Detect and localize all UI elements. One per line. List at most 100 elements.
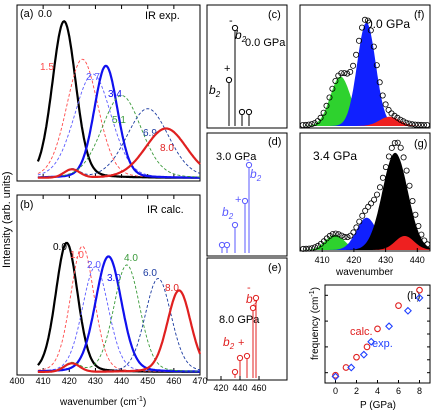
g-c-peak-sign-1: - — [229, 15, 233, 27]
g-c-stick-cap-2 — [238, 108, 246, 116]
panel-b-plot: 400 410 420 430 440 450 460 470 0.01.02.0 3.04.0 6… — [9, 195, 208, 386]
g-f-datapoint — [406, 120, 413, 127]
g-f-datapoint — [364, 17, 371, 24]
g-h-calc-point-2 — [353, 353, 360, 361]
panel-g-plot: 410 420 430 440 — [300, 139, 431, 265]
panel-c-pressure: 0.0 GPa — [245, 37, 286, 49]
panel-f-frame — [299, 4, 431, 129]
g-f-datapoint — [317, 114, 324, 121]
panel-h-xlabel: P (GPa) — [360, 400, 396, 411]
g-g-datapoint — [356, 218, 363, 225]
g-b-series-6.0 — [37, 278, 201, 373]
g-e-peak-sign-0: + — [238, 337, 244, 349]
g-f-datapoint — [423, 122, 430, 129]
g-h-exp-point-2 — [359, 350, 368, 359]
g-g-datapoint — [300, 245, 307, 252]
g-h-exp-point-1 — [347, 363, 356, 372]
g-e-xtick-label-2: 460 — [251, 383, 266, 393]
g-f-datapoint — [320, 109, 327, 116]
panel-b-frame — [16, 194, 201, 376]
g-f-component-0 — [300, 76, 430, 126]
g-g-datapoint — [379, 174, 386, 181]
g-f-datapoint — [379, 92, 386, 99]
g-d-stick-cap-0 — [218, 241, 226, 249]
g-f-datapoint — [311, 120, 318, 127]
g-d-peak-sign-1: - — [246, 154, 250, 166]
panel-g-label: (g) — [414, 138, 427, 150]
g-e-stick-cap-1 — [236, 354, 244, 362]
g-c-stick-cap-1 — [231, 24, 239, 32]
g-g-datapoint — [415, 222, 422, 229]
g-h-exp-point-3 — [367, 337, 376, 346]
g-f-datapoint — [305, 121, 312, 128]
g-f-datapoint — [373, 62, 380, 69]
panel-b-title: IR calc. — [147, 204, 184, 216]
panel-c-plot: b2+b2- — [209, 15, 253, 126]
g-a-series-label-3.4: 3.4 — [108, 89, 122, 100]
g-c-peak-label-sub-1: 2 — [241, 35, 247, 44]
g-d-peak-label-sub-0: 2 — [228, 212, 234, 221]
g-b-series-label-8.0: 8.0 — [165, 283, 179, 294]
g-f-datapoint — [370, 43, 377, 50]
g-g-datapoint — [311, 244, 318, 251]
g-f-datapoint — [344, 70, 351, 77]
g-f-component-2 — [300, 116, 430, 126]
g-f-datapoint — [308, 121, 315, 128]
g-g-datapoint — [359, 212, 366, 219]
g-f-datapoint — [400, 118, 407, 125]
g-f-datapoint — [394, 114, 401, 121]
g-f-datapoint — [403, 119, 410, 126]
panel-d-label: (d) — [268, 136, 281, 148]
g-b-series-label-6.0: 6.0 — [143, 268, 157, 279]
panel-d-frame — [206, 132, 288, 257]
panel-f-plot — [299, 16, 430, 129]
panel-f-label: (f) — [414, 9, 424, 21]
g-f-component-1 — [300, 22, 430, 127]
panel-h-ylabel: frequency (cm-1) — [309, 287, 321, 360]
panel-d-plot: b2+b2- — [218, 154, 262, 253]
panel-f-pressure: 0.0 GPa — [366, 17, 410, 31]
g-a-series-label-8.0: 8.0 — [160, 143, 174, 154]
panel-h-legend-calc: calc. — [350, 326, 373, 338]
g-a-series-label-1.5: 1.5 — [40, 62, 54, 73]
g-b-series-8.0 — [37, 289, 202, 373]
g-g-datapoint — [400, 154, 407, 161]
g-g-datapoint — [403, 167, 410, 174]
g-g-datapoint — [373, 191, 380, 198]
g-d-stick-cap-1 — [223, 241, 231, 249]
g-g-datapoint — [362, 207, 369, 214]
g-g-datapoint — [421, 237, 428, 244]
g-c-peak-sign-0: + — [224, 63, 230, 75]
g-a-series-3.4 — [37, 64, 200, 179]
g-g-datapoint — [406, 182, 413, 189]
g-b-series-3.0 — [37, 255, 200, 373]
g-g-datapoint — [424, 241, 431, 248]
g-d-stick-cap-4 — [245, 161, 253, 169]
panel-a-label: (a) — [20, 8, 33, 20]
g-b-series-1.0 — [37, 245, 200, 373]
g-a-series-2.7 — [37, 73, 200, 178]
g-d-peak-label-1: b2 — [250, 167, 262, 183]
g-e-peak-label-0: b2 — [223, 335, 235, 351]
g-g-datapoint — [394, 139, 401, 146]
g-g-component-1 — [300, 217, 430, 250]
g-f-datapoint — [412, 121, 419, 128]
g-f-datapoint — [302, 121, 309, 128]
g-h-calc-point-5 — [395, 302, 402, 309]
g-d-peak-sign-0: + — [235, 194, 241, 206]
panel-a-plot: 0.0 1.5 2.7 3.4 5.1 6.98.0 — [16, 5, 201, 179]
g-g-datapoint — [332, 230, 339, 237]
g-a-series-8.0 — [37, 127, 201, 179]
g-b-series-4.0 — [37, 264, 200, 372]
panel-c-frame — [206, 4, 288, 129]
panel-g-pressure: 3.4 GPa — [313, 149, 357, 163]
panel-e-plot: b2 +b2-420 440 460 — [213, 282, 266, 393]
panel-c-label: (c) — [268, 9, 281, 21]
g-c-stick-cap-0 — [225, 76, 233, 84]
g-g-datapoint — [376, 184, 383, 191]
g-c-peak-label-0: b2 — [209, 83, 221, 99]
g-h-xtick-label-1: 2 — [354, 386, 359, 396]
g-f-datapoint — [376, 79, 383, 86]
g-f-datapoint — [367, 27, 374, 34]
g-f-datapoint — [358, 24, 365, 31]
